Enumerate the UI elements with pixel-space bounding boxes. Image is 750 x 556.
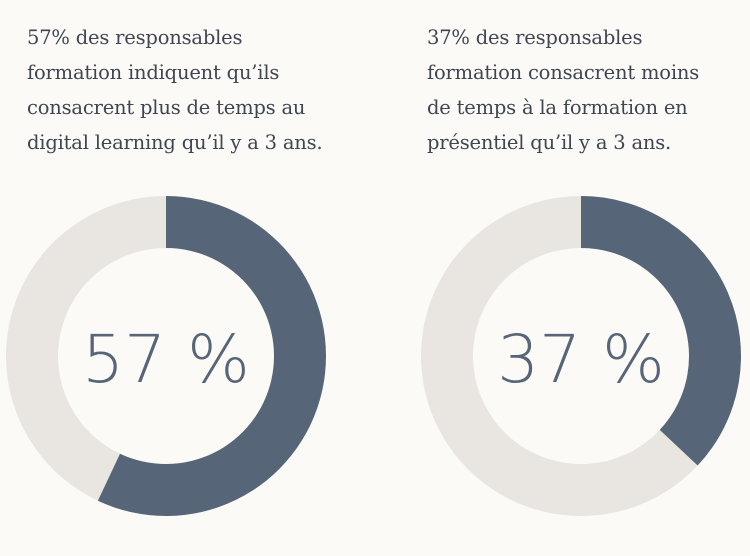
- donut-slice-value: [581, 196, 741, 466]
- title-line: digital learning qu’il y a 3 ans.: [27, 131, 323, 154]
- donut-chart: 57 %: [5, 196, 326, 516]
- donut-center-label: 37 %: [497, 321, 665, 398]
- title-line: consacrent plus de temps au: [27, 96, 306, 119]
- chart-panel-presentiel: 37% des responsables formation consacren…: [375, 0, 750, 556]
- donut-slice-remainder: [421, 196, 698, 516]
- chart-title: 57% des responsables formation indiquent…: [27, 20, 367, 160]
- chart-title: 37% des responsables formation consacren…: [427, 20, 747, 160]
- donut-slice-value: [97, 196, 326, 516]
- title-line: présentiel qu’il y a 3 ans.: [427, 131, 672, 154]
- donut-slice-remainder: [5, 196, 166, 501]
- chart-panel-digital-learning: 57% des responsables formation indiquent…: [5, 20, 367, 516]
- donut-center-label: 57 %: [82, 321, 250, 398]
- title-line: formation consacrent moins: [427, 61, 700, 84]
- title-line: de temps à la formation en: [427, 96, 688, 119]
- title-line: formation indiquent qu’ils: [27, 61, 280, 84]
- donut-chart: 37 %: [421, 196, 741, 516]
- title-line: 57% des responsables: [27, 26, 243, 49]
- title-line: 37% des responsables: [427, 26, 643, 49]
